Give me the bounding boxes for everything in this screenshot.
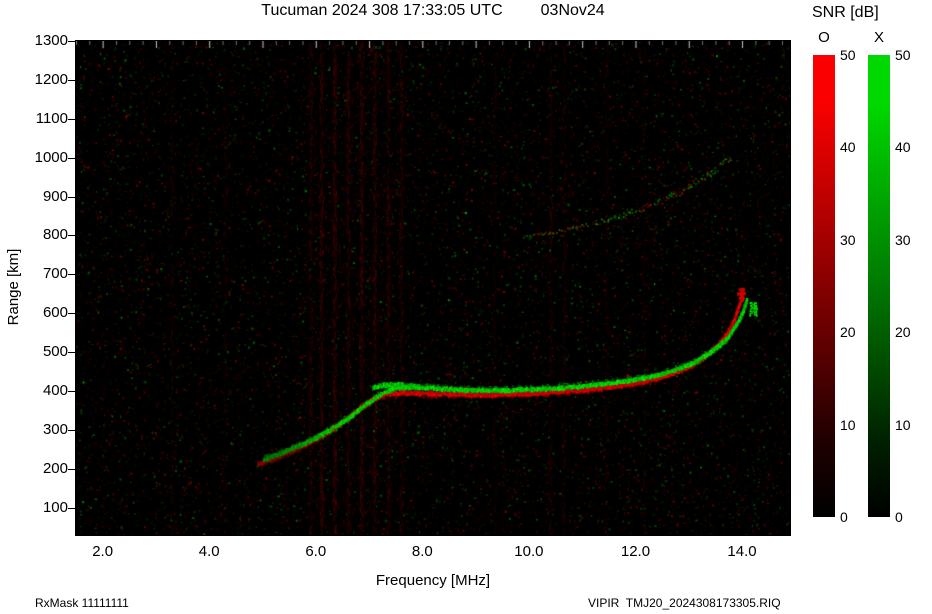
plot-title: Tucuman 2024 308 17:33:05 UTC	[261, 2, 503, 19]
y-axis-tick	[68, 313, 75, 315]
y-axis-tick	[68, 468, 75, 470]
plot-area	[75, 40, 791, 536]
y-tick-label: 1000	[34, 148, 68, 166]
y-axis-tick	[68, 118, 75, 120]
rxmask-label: RxMask 11111111	[35, 596, 129, 610]
y-axis-tick	[68, 235, 75, 237]
colorbar-title: SNR [dB]	[812, 4, 879, 21]
y-tick-label: 900	[42, 187, 68, 205]
y-tick-label: 500	[42, 343, 68, 361]
y-tick-label: 1100	[35, 109, 68, 127]
y-axis-tick	[68, 41, 75, 42]
colorbar-tick-label: 40	[895, 139, 911, 156]
y-tick-label: 800	[42, 226, 68, 244]
colorbar-o-label: O	[818, 29, 830, 46]
colorbar-tick-label: 20	[895, 324, 911, 341]
y-axis-tick	[68, 429, 75, 431]
y-tick-label: 600	[42, 304, 68, 322]
y-tick-label: 100	[42, 498, 68, 516]
x-tick-label: 12.0	[620, 543, 651, 560]
colorbar-o	[813, 55, 835, 517]
y-axis-label: Range [km]	[5, 248, 22, 326]
x-tick-label: 10.0	[514, 543, 544, 560]
colorbar-tick-label: 20	[840, 324, 856, 341]
y-axis-tick	[68, 79, 75, 81]
colorbar-tick-label: 0	[840, 509, 848, 525]
x-axis-label: Frequency [MHz]	[375, 572, 491, 589]
x-tick-label: 14.0	[727, 543, 757, 560]
colorbar-tick-label: 10	[895, 416, 911, 433]
x-tick-label: 6.0	[305, 543, 327, 560]
plot-header: Tucuman 2024 308 17:33:05 UTC 03Nov24	[75, 2, 791, 20]
y-tick-label: 1300	[34, 32, 68, 49]
filename-label: VIPIR TMJ20_2024308173305.RIQ	[588, 596, 781, 610]
colorbar-tick-label: 0	[895, 509, 903, 525]
y-axis-tick	[68, 274, 75, 276]
x-tick-label: 8.0	[411, 543, 433, 560]
y-axis-tick	[68, 157, 75, 159]
x-tick-label: 4.0	[198, 543, 220, 560]
y-axis-tick	[68, 391, 75, 393]
ionogram-canvas	[76, 41, 790, 535]
colorbar-x-label: X	[873, 29, 884, 46]
colorbar-tick-label: 50	[895, 47, 911, 63]
y-tick-label: 300	[42, 420, 68, 438]
y-tick-label: 700	[42, 265, 68, 283]
colorbar-tick-label: 40	[840, 139, 856, 156]
plot-date: 03Nov24	[540, 2, 605, 19]
y-tick-label: 200	[42, 459, 68, 477]
y-axis-tick	[68, 507, 75, 509]
y-axis-tick	[68, 196, 75, 198]
y-tick-label: 400	[42, 382, 68, 400]
y-tick-label: 1200	[34, 70, 68, 88]
colorbar-tick-label: 50	[840, 47, 856, 63]
colorbar-x	[868, 55, 890, 517]
colorbar-tick-label: 30	[840, 231, 856, 248]
colorbar-tick-label: 30	[895, 231, 911, 248]
colorbar-tick-label: 10	[840, 416, 856, 433]
y-axis-tick	[68, 352, 75, 354]
x-tick-label: 2.0	[92, 543, 114, 560]
